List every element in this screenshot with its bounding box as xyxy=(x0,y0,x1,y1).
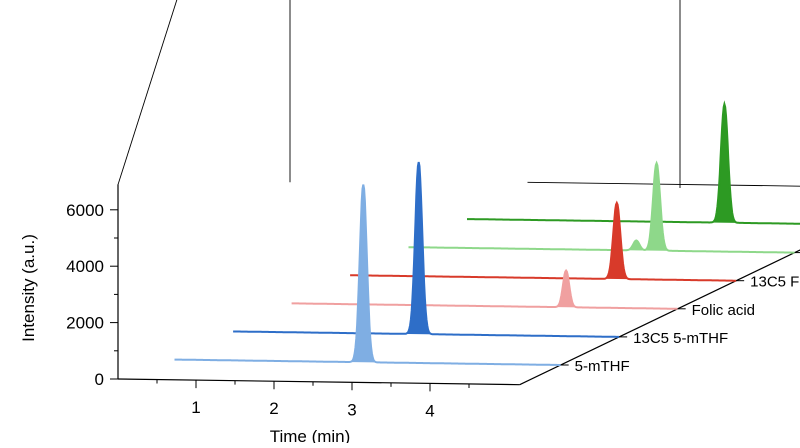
series-line xyxy=(350,203,736,281)
series-peak-fill xyxy=(409,163,795,252)
series-label: 5-mTHF xyxy=(575,358,630,375)
back-wall-left-edge xyxy=(118,0,528,185)
series-traces xyxy=(175,104,800,365)
y-axis-title: Intensity (a.u.) xyxy=(19,234,38,342)
series-line xyxy=(409,163,795,252)
series-label: Folic acid xyxy=(692,302,755,319)
axis-ticks: 0 2000 4000 6000 1 2 3 4 xyxy=(66,201,800,421)
x-tick-label: 4 xyxy=(425,401,434,420)
series-line xyxy=(467,104,800,224)
y-tick-label: 0 xyxy=(95,370,104,389)
y-tick-label: 2000 xyxy=(66,314,104,333)
x-tick-label: 2 xyxy=(269,399,278,418)
y-tick-label: 6000 xyxy=(66,201,104,220)
x-tick-label: 3 xyxy=(347,400,356,419)
series-peak-fill xyxy=(467,104,800,224)
x-tick-label: 1 xyxy=(191,398,200,417)
x-axis-title: Time (min) xyxy=(270,427,351,443)
series-label: 13C5 Folic acid xyxy=(750,274,800,291)
series-peak-fill xyxy=(350,203,736,281)
x-axis-line xyxy=(118,379,520,385)
y-tick-label: 4000 xyxy=(66,257,104,276)
series-label: 13C5 5-mTHF xyxy=(633,330,728,347)
chart-frame xyxy=(118,0,800,385)
back-floor-edge xyxy=(528,182,800,188)
